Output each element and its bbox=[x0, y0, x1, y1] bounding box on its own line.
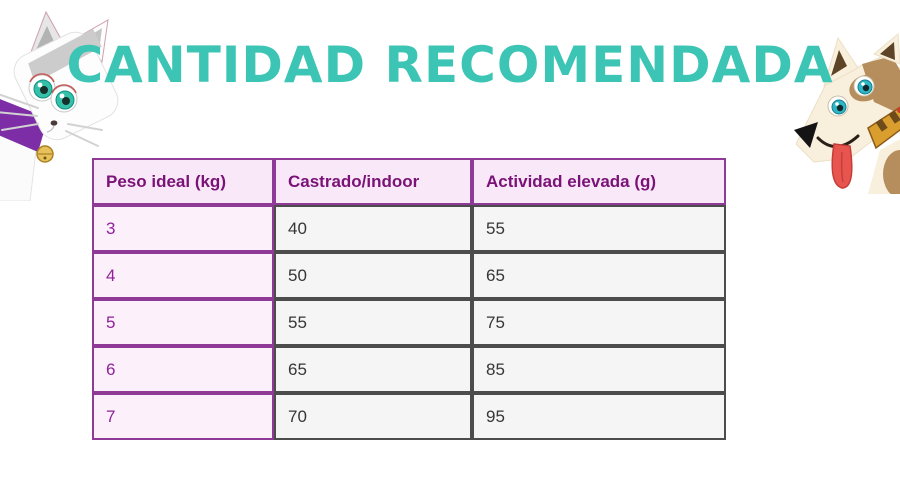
table-row: 6 65 85 bbox=[92, 346, 726, 393]
actividad-cell: 55 bbox=[472, 205, 726, 252]
recommended-amount-table: Peso ideal (kg) Castrado/indoor Activida… bbox=[92, 158, 726, 440]
table-row: 5 55 75 bbox=[92, 299, 726, 346]
actividad-cell: 65 bbox=[472, 252, 726, 299]
weight-cell: 6 bbox=[92, 346, 274, 393]
weight-cell: 3 bbox=[92, 205, 274, 252]
weight-cell: 7 bbox=[92, 393, 274, 440]
dog-icon bbox=[794, 32, 900, 198]
cat-icon bbox=[0, 10, 119, 202]
castrado-cell: 65 bbox=[274, 346, 472, 393]
header-cell-peso-ideal: Peso ideal (kg) bbox=[92, 158, 274, 205]
page-title: CANTIDAD RECOMENDADA bbox=[66, 36, 834, 94]
actividad-cell: 85 bbox=[472, 346, 726, 393]
dog-left-eye bbox=[827, 95, 849, 117]
cat-right-eye bbox=[50, 84, 78, 113]
dog-illustration bbox=[788, 22, 900, 198]
table-row: 7 70 95 bbox=[92, 393, 726, 440]
actividad-cell: 95 bbox=[472, 393, 726, 440]
castrado-cell: 70 bbox=[274, 393, 472, 440]
dog-nose bbox=[794, 122, 818, 148]
castrado-cell: 40 bbox=[274, 205, 472, 252]
table-header-row: Peso ideal (kg) Castrado/indoor Activida… bbox=[92, 158, 726, 205]
dog-right-eye bbox=[853, 75, 875, 97]
castrado-cell: 50 bbox=[274, 252, 472, 299]
cat-left-eye bbox=[28, 73, 56, 102]
header-cell-castrado-indoor: Castrado/indoor bbox=[274, 158, 472, 205]
weight-cell: 4 bbox=[92, 252, 274, 299]
table-row: 4 50 65 bbox=[92, 252, 726, 299]
weight-cell: 5 bbox=[92, 299, 274, 346]
header-cell-actividad-elevada: Actividad elevada (g) bbox=[472, 158, 726, 205]
actividad-cell: 75 bbox=[472, 299, 726, 346]
table-row: 3 40 55 bbox=[92, 205, 726, 252]
castrado-cell: 55 bbox=[274, 299, 472, 346]
cat-illustration bbox=[0, 0, 126, 202]
